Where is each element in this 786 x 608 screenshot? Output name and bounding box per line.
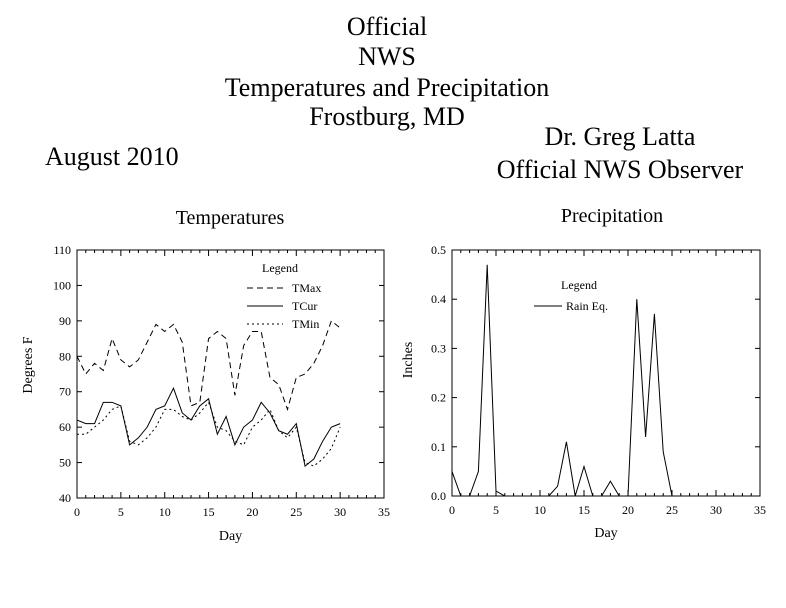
- chart2-x-tick-label: 25: [666, 503, 678, 517]
- chart1-y-tick-label: 100: [53, 278, 71, 292]
- chart1-y-tick-label: 60: [59, 420, 71, 434]
- title-line-3: Temperatures and Precipitation: [224, 73, 550, 102]
- month-label: August 2010: [45, 142, 179, 171]
- chart2-y-tick-label: 0.5: [431, 243, 446, 257]
- chart2-y-tick-label: 0.4: [431, 292, 446, 306]
- chart1-legend-entry: TMax: [292, 281, 321, 295]
- chart2-x-tick-label: 30: [710, 503, 722, 517]
- chart1-y-tick-label: 90: [59, 314, 71, 328]
- chart2-x-tick-label: 0: [449, 503, 455, 517]
- chart2-plot-frame: [451, 249, 761, 497]
- chart1-plot-frame: [76, 249, 385, 499]
- chart2-x-tick-label: 10: [534, 503, 546, 517]
- chart1-series-line-tcur: [76, 386, 341, 468]
- chart1-x-tick-label: 5: [118, 505, 124, 519]
- chart2-y-tick-label: 0.2: [431, 391, 446, 405]
- chart1-legend-entry: TCur: [292, 299, 317, 313]
- chart1-y-tick-label: 70: [59, 385, 71, 399]
- chart2-x-tick-label: 35: [754, 503, 766, 517]
- observer-name: Dr. Greg Latta: [544, 122, 696, 151]
- chart2-y-tick-label: 0.0: [431, 489, 446, 503]
- chart2-y-axis-label: Inches: [401, 342, 416, 379]
- chart1-x-tick-label: 30: [334, 505, 346, 519]
- chart2-x-tick-label: 15: [578, 503, 590, 517]
- title-line-2: NWS: [358, 42, 416, 71]
- chart2-y-tick-label: 0.1: [431, 440, 446, 454]
- chart1-series-line-tmax: [76, 320, 341, 412]
- chart2-title: Precipitation: [561, 205, 663, 227]
- chart2-x-tick-label: 20: [622, 503, 634, 517]
- chart1-x-tick-label: 35: [378, 505, 390, 519]
- chart2-y-tick-label: 0.3: [431, 341, 446, 355]
- title-line-4: Frostburg, MD: [309, 102, 465, 131]
- chart1-y-tick-label: 80: [59, 349, 71, 363]
- chart1-y-axis-label: Degrees F: [21, 336, 36, 393]
- title-line-1: Official: [346, 12, 428, 41]
- chart2-x-tick-label: 5: [493, 503, 499, 517]
- chart1-x-axis-label: Day: [219, 529, 242, 544]
- chart1-x-tick-label: 25: [290, 505, 302, 519]
- chart1-x-tick-label: 15: [203, 505, 215, 519]
- observer-title: Official NWS Observer: [496, 155, 744, 184]
- chart1-series-line-tmin: [77, 401, 341, 467]
- chart1-x-tick-label: 20: [246, 505, 258, 519]
- chart1-y-tick-label: 40: [59, 491, 71, 505]
- chart2-legend-entry: Rain Eq.: [566, 299, 608, 313]
- chart2-legend-title: Legend: [561, 278, 597, 292]
- chart1-title: Temperatures: [176, 207, 285, 229]
- chart2-series-line-rain-eq-: [451, 264, 716, 497]
- chart1-legend-entry: TMin: [292, 317, 319, 331]
- chart1-x-tick-label: 10: [159, 505, 171, 519]
- chart1-x-tick-label: 0: [74, 505, 80, 519]
- chart1-y-tick-label: 50: [59, 456, 71, 470]
- chart1-y-tick-label: 110: [53, 243, 71, 257]
- chart1-legend-title: Legend: [262, 261, 298, 275]
- chart2-x-axis-label: Day: [594, 526, 617, 541]
